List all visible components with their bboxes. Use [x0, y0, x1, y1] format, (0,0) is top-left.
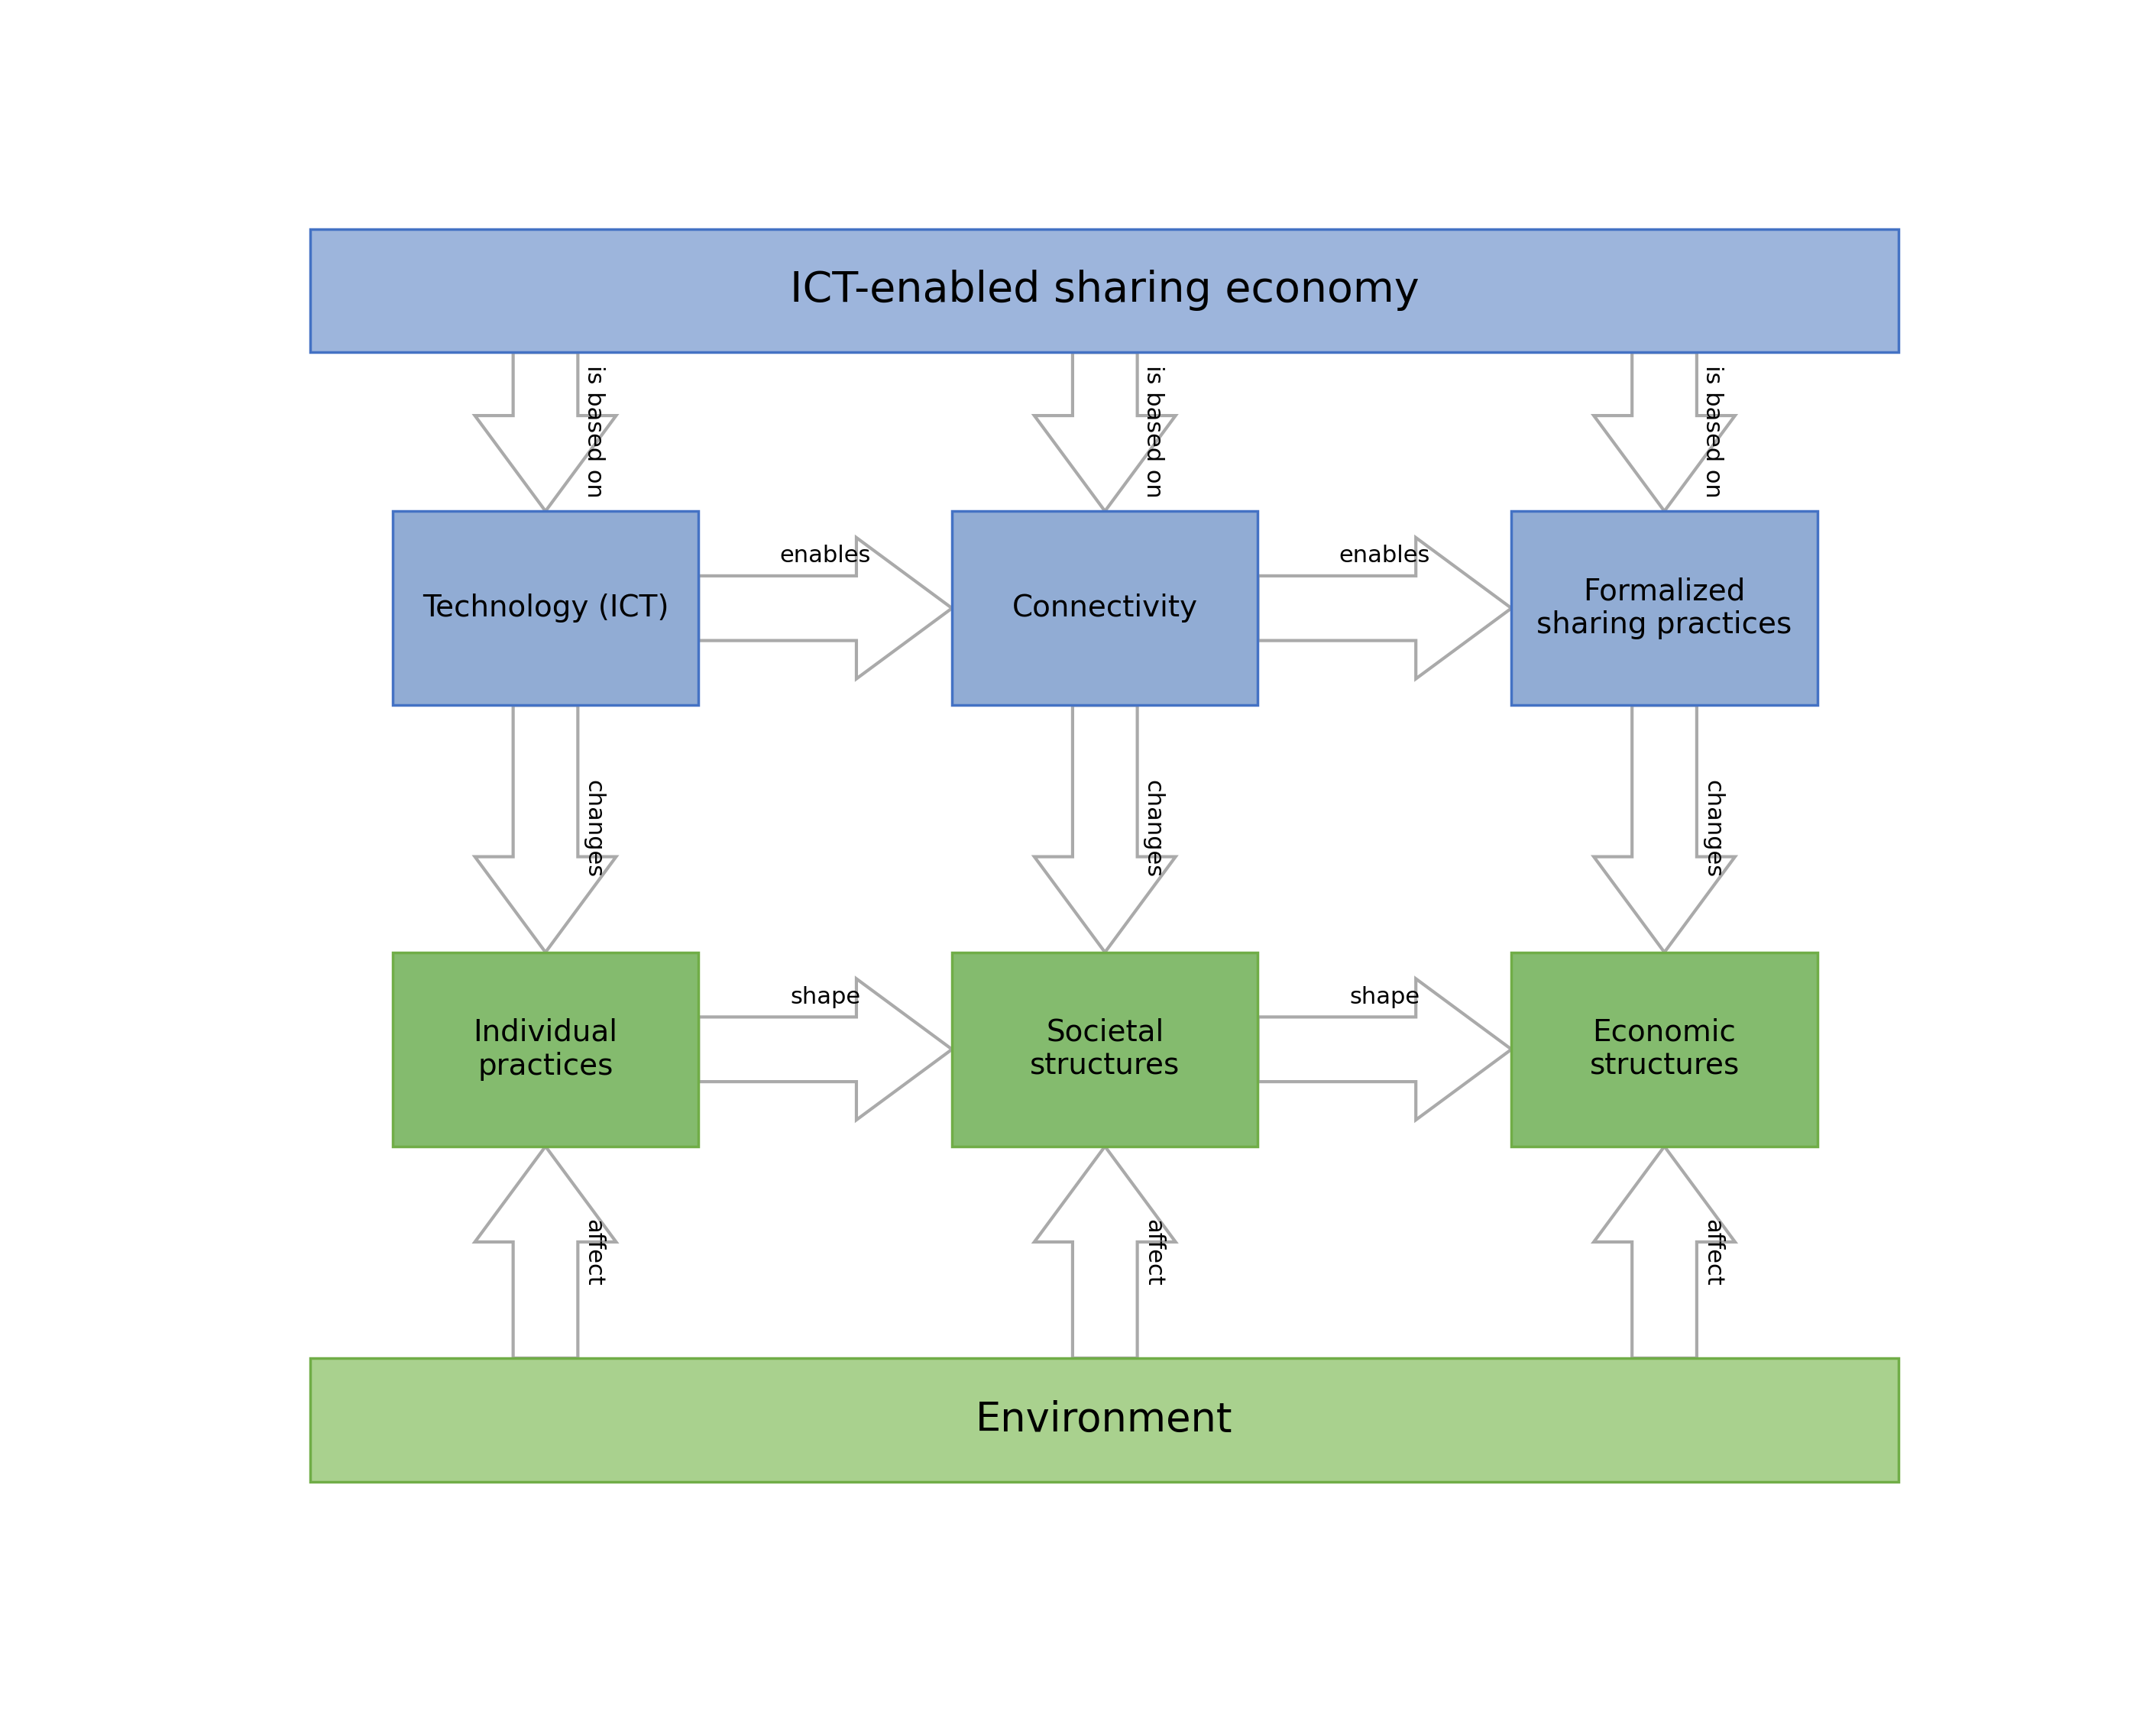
Text: is based on: is based on — [582, 366, 604, 498]
Text: enables: enables — [780, 544, 871, 566]
Text: ICT-enabled sharing economy: ICT-enabled sharing economy — [789, 270, 1419, 311]
Text: is based on: is based on — [1143, 366, 1164, 498]
FancyBboxPatch shape — [310, 1359, 1899, 1482]
Text: changes: changes — [1143, 780, 1164, 878]
Text: changes: changes — [1701, 780, 1723, 878]
Text: Individual
practices: Individual practices — [474, 1018, 619, 1081]
Polygon shape — [1035, 1146, 1175, 1359]
Text: changes: changes — [582, 780, 604, 878]
Polygon shape — [1035, 705, 1175, 953]
Polygon shape — [1257, 979, 1511, 1121]
FancyBboxPatch shape — [1511, 512, 1818, 705]
Text: affect: affect — [1143, 1218, 1164, 1285]
FancyBboxPatch shape — [1511, 953, 1818, 1146]
Polygon shape — [1593, 705, 1736, 953]
Text: Societal
structures: Societal structures — [1031, 1018, 1179, 1081]
Polygon shape — [474, 352, 617, 512]
Polygon shape — [474, 1146, 617, 1359]
FancyBboxPatch shape — [392, 953, 699, 1146]
Text: affect: affect — [582, 1218, 604, 1285]
FancyBboxPatch shape — [953, 953, 1257, 1146]
FancyBboxPatch shape — [310, 229, 1899, 352]
Polygon shape — [1257, 537, 1511, 679]
Polygon shape — [474, 705, 617, 953]
Text: Formalized
sharing practices: Formalized sharing practices — [1537, 577, 1792, 640]
Text: enables: enables — [1339, 544, 1429, 566]
Polygon shape — [1593, 352, 1736, 512]
FancyBboxPatch shape — [953, 512, 1257, 705]
Polygon shape — [699, 979, 953, 1121]
Polygon shape — [1035, 352, 1175, 512]
Text: Environment: Environment — [977, 1400, 1233, 1439]
Polygon shape — [699, 537, 953, 679]
Text: affect: affect — [1701, 1218, 1723, 1285]
Text: is based on: is based on — [1701, 366, 1723, 498]
Polygon shape — [1593, 1146, 1736, 1359]
Text: shape: shape — [1350, 986, 1421, 1008]
Text: Economic
structures: Economic structures — [1589, 1018, 1740, 1081]
Text: Connectivity: Connectivity — [1011, 594, 1199, 623]
FancyBboxPatch shape — [392, 512, 699, 705]
Text: shape: shape — [789, 986, 860, 1008]
Text: Technology (ICT): Technology (ICT) — [423, 594, 668, 623]
